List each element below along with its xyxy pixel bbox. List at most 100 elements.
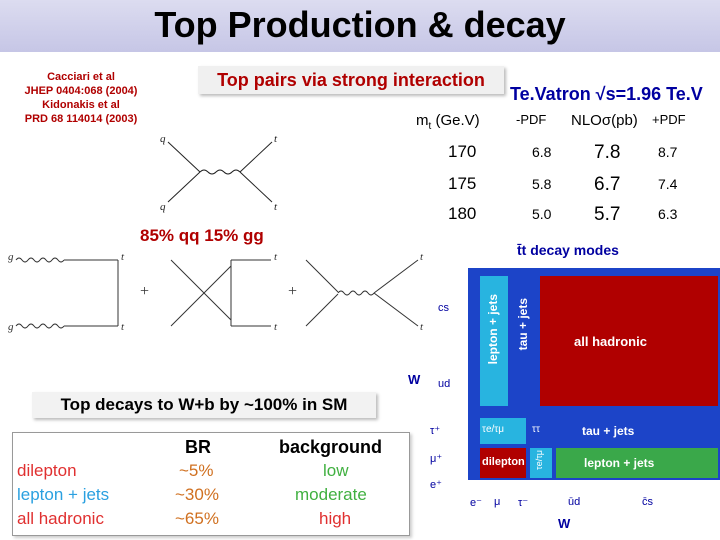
tau-e-vertical-region: τe/τμ [530, 448, 552, 478]
br-header: BR [185, 437, 211, 457]
antiquark-line [167, 171, 201, 203]
strong-interaction-label: Top pairs via strong interaction [217, 70, 485, 90]
col-label-e: e⁻ [470, 497, 482, 509]
references: Cacciari et al JHEP 0404:068 (2004) Kido… [6, 70, 156, 126]
gluon-line [15, 257, 65, 263]
xs-mass: 170 [448, 142, 477, 161]
dilepton-label: dilepton [482, 456, 525, 468]
tau-tau-label: ττ [532, 424, 540, 435]
gluon-label: g [8, 251, 14, 263]
br-row-background: moderate [295, 485, 367, 504]
plus-sign: + [140, 283, 149, 300]
col-label-cs: c̄s [642, 496, 653, 508]
xs-minus: 6.8 [532, 144, 552, 160]
br-row-background: low [323, 461, 349, 480]
col-label-ud: ūd [568, 496, 581, 508]
reference-line: JHEP 0404:068 (2004) [24, 85, 138, 97]
top-line [373, 259, 419, 294]
all-hadronic-region: all hadronic [540, 276, 718, 406]
reference-line: Cacciari et al [47, 71, 115, 83]
top-label: t [121, 251, 125, 263]
gg-feynman-diagrams: g g t t t t t t + + [8, 251, 424, 333]
br-row-label: all hadronic [17, 509, 104, 528]
tevatron-label: Te.Vatron √s=1.96 Te.V [510, 84, 703, 104]
w-minus-label: W [558, 516, 571, 531]
xs-plus: 7.4 [658, 176, 678, 192]
dilepton-region: dilepton [480, 448, 526, 478]
row-label-mu: μ⁺ [430, 453, 443, 465]
tau-jets-vertical-region: tau + jets [512, 276, 536, 406]
lepton-jets-horizontal-region: lepton + jets [556, 448, 718, 478]
row-label-e: e⁺ [430, 479, 442, 491]
br-row-value: ~5% [179, 461, 214, 480]
top-label: t [274, 251, 278, 263]
antitop-line [239, 171, 273, 203]
gluon-label: g [8, 321, 14, 333]
qq-gg-fraction: 85% qq 15% gg [140, 226, 264, 245]
xs-mass: 175 [448, 174, 477, 193]
reference-line: Kidonakis et al [42, 99, 120, 111]
qq-feynman-diagram: q q t t [160, 133, 278, 213]
lepton-jets-horizontal-label: lepton + jets [584, 456, 655, 470]
quark-line [167, 141, 201, 173]
xs-mass: 180 [448, 204, 477, 223]
xs-head-plus-pdf: +PDF [652, 112, 686, 127]
decay-modes-grid: lepton + jets tau + jets all hadronic τe… [468, 268, 720, 480]
br-row-label: dilepton [17, 461, 77, 480]
xs-plus: 8.7 [658, 144, 678, 160]
gluon-line [305, 259, 339, 293]
qbar-in-label: q [160, 201, 166, 213]
row-label-cs: cs [438, 302, 449, 314]
decay-modes-title: t̄t decay modes [517, 242, 619, 258]
xs-head-minus-pdf: -PDF [516, 112, 547, 127]
xs-head-t: t [428, 121, 432, 132]
xs-minus: 5.0 [532, 206, 552, 222]
page-title: Top Production & decay [154, 4, 566, 45]
xs-nlo: 6.7 [594, 174, 621, 195]
lepton-jets-vertical-label: lepton + jets [486, 294, 500, 365]
xs-table: mt (Ge.V) -PDF NLOσ(pb) +PDF 170 6.8 7.8… [416, 110, 720, 230]
plus-sign: + [288, 283, 297, 300]
xs-nlo: 7.8 [594, 142, 621, 163]
top-label: t [420, 251, 424, 263]
decays-label: Top decays to W+b by ~100% in SM [60, 395, 348, 414]
xs-head-m: m [416, 112, 429, 129]
gluon-propagator [337, 290, 375, 296]
lepton-jets-vertical-region: lepton + jets [480, 276, 508, 406]
xs-plus: 6.3 [658, 206, 678, 222]
tau-jets-horizontal-region: tau + jets [556, 418, 718, 444]
w-plus-label: W [408, 372, 421, 387]
br-row-background: high [319, 509, 352, 528]
tbar-out-label: t [274, 201, 278, 213]
q-in-label: q [160, 133, 166, 145]
xs-nlo: 5.7 [594, 204, 621, 225]
gluon-line [170, 265, 232, 327]
br-table: BR background dilepton ~5% low lepton + … [12, 432, 410, 536]
tau-e-mu-region: τe/τμ [480, 418, 526, 444]
xs-minus: 5.8 [532, 176, 552, 192]
title-band [0, 0, 720, 52]
tau-e-vertical-label: τe/τμ [534, 450, 544, 470]
reference-line: PRD 68 114014 (2003) [24, 113, 138, 125]
top-line [239, 141, 273, 173]
tau-jets-vertical-label: tau + jets [516, 298, 530, 351]
top-label: t [274, 321, 278, 333]
top-label: t [420, 321, 424, 333]
xs-head-nlo: NLOσ(pb) [571, 112, 638, 129]
tau-e-mu-label: τe/τμ [482, 424, 505, 435]
row-label-tau: τ⁺ [430, 425, 441, 437]
top-label: t [121, 321, 125, 333]
col-label-tau: τ⁻ [518, 497, 529, 509]
gluon-line [170, 259, 232, 321]
br-row-value: ~30% [175, 485, 219, 504]
tau-jets-horizontal-label: tau + jets [582, 424, 635, 438]
xs-head-mass: mt (Ge.V) [416, 112, 480, 132]
decays-box: Top decays to W+b by ~100% in SM [32, 392, 376, 418]
background-header: background [279, 437, 383, 457]
xs-head-gev: (Ge.V) [431, 112, 480, 129]
gluon-line [305, 293, 339, 327]
antitop-line [373, 292, 419, 327]
tau-tau-region: ττ [530, 418, 552, 444]
strong-interaction-box: Top pairs via strong interaction [198, 66, 504, 94]
all-hadronic-label: all hadronic [574, 334, 647, 349]
